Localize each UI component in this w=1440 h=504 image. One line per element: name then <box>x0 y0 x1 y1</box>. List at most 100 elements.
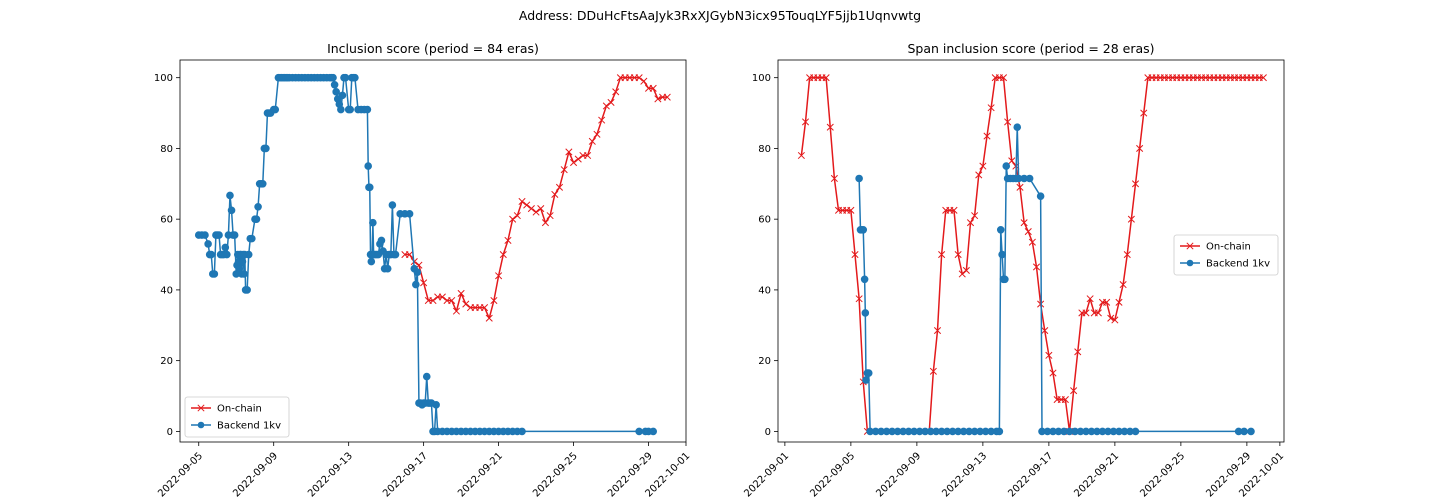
axes-frame <box>777 59 1285 443</box>
y-tick-label: 100 <box>154 73 173 84</box>
backend-point <box>859 225 868 234</box>
onchain-point <box>1086 295 1094 303</box>
backend-point <box>248 234 256 243</box>
onchain-point <box>663 93 671 101</box>
onchain-point <box>1103 298 1111 306</box>
backend-point <box>405 210 414 218</box>
inclusion-score-panel: Inclusion score (period = 84 eras) 0 20 40 6… <box>154 41 692 499</box>
onchain-point <box>999 74 1008 82</box>
onchain-point <box>593 130 601 138</box>
backend-point <box>413 268 422 277</box>
y-tick-label: 60 <box>160 215 173 226</box>
backend-point <box>367 257 376 266</box>
backend-point <box>254 202 262 211</box>
onchain-point <box>971 212 979 220</box>
onchain-point <box>975 171 983 179</box>
x-tick-label: 2022-09-25 <box>531 451 580 500</box>
x-tick-label: 2022-09-21 <box>1072 451 1121 500</box>
legend-box <box>184 396 290 438</box>
onchain-point <box>1045 351 1053 359</box>
y-tick-label: 60 <box>758 215 771 226</box>
onchain-point <box>560 166 568 174</box>
legend-marker-circle <box>197 421 205 429</box>
onchain-point <box>929 367 937 375</box>
onchain-point <box>1107 314 1115 322</box>
backend-point <box>363 105 372 114</box>
onchain-point <box>513 212 521 220</box>
legend-box <box>1173 234 1279 276</box>
backend-point <box>221 243 230 252</box>
backend-point <box>207 250 216 259</box>
backend-point <box>204 240 212 248</box>
onchain-point <box>532 208 540 216</box>
onchain-point <box>847 206 855 214</box>
onchain-point <box>950 206 958 214</box>
x-tick-label: 2022-09-05 <box>156 451 205 500</box>
backend-point <box>1036 192 1045 200</box>
onchain-point <box>1004 118 1012 126</box>
backend-point <box>391 250 400 259</box>
onchain-point <box>966 219 975 227</box>
onchain-point <box>830 174 838 183</box>
figure-suptitle: Address: DDuHcFtsAaJyk3RxXJGybN3icx95Tou… <box>519 8 921 23</box>
onchain-point <box>574 155 582 163</box>
onchain-point <box>1008 157 1016 165</box>
backend-point <box>210 270 219 278</box>
onchain-point <box>822 74 830 82</box>
y-tick-label: 0 <box>167 427 173 438</box>
backend-point <box>377 236 386 245</box>
x-tick-label: 2022-09-17 <box>381 451 430 500</box>
backend-point <box>855 174 863 183</box>
onchain-point <box>551 190 559 198</box>
onchain-point <box>801 118 810 126</box>
backend-point <box>1025 174 1034 183</box>
onchain-point <box>509 215 517 223</box>
onchain-point <box>420 279 428 287</box>
y-tick-label: 80 <box>758 144 771 155</box>
backend-point <box>226 191 234 200</box>
backend-point <box>649 427 658 436</box>
onchain-point <box>1136 144 1144 152</box>
onchain-point <box>1111 316 1119 324</box>
onchain-point <box>654 95 662 103</box>
onchain-point <box>541 219 549 227</box>
backend-point <box>998 250 1006 259</box>
backend-point <box>238 257 247 266</box>
onchain-point <box>485 314 493 322</box>
onchain-point <box>933 327 942 335</box>
onchain-point <box>983 132 991 140</box>
onchain-point <box>797 151 805 160</box>
onchain-point <box>546 212 554 220</box>
onchain-point <box>635 74 643 82</box>
onchain-point <box>480 304 489 312</box>
onchain-point <box>1127 215 1135 223</box>
onchain-point <box>1094 309 1102 317</box>
x-tick-label: 2022-09-09 <box>874 451 923 500</box>
onchain-point <box>598 116 606 124</box>
onchain-point <box>504 236 512 244</box>
onchain-point <box>457 289 465 297</box>
onchain-point <box>448 296 456 305</box>
onchain-point <box>987 104 995 112</box>
backend-point <box>995 427 1004 436</box>
backend-point <box>864 369 873 377</box>
backend-point <box>240 270 248 278</box>
backend-point <box>201 231 209 239</box>
onchain-point <box>438 293 446 301</box>
backend-point <box>271 105 280 114</box>
onchain-point <box>640 77 648 85</box>
x-tick-label: 2022-09-01 <box>742 451 791 500</box>
x-tick-label: 2022-09-25 <box>1138 451 1187 500</box>
backend-point <box>388 201 397 209</box>
y-tick-label: 40 <box>160 285 173 296</box>
onchain-point <box>555 183 564 191</box>
x-tick-label: 2022-09-13 <box>306 451 355 500</box>
backend-point <box>329 73 337 82</box>
onchain-point <box>1041 327 1049 335</box>
onchain-point <box>490 296 498 305</box>
backend-point <box>223 250 231 259</box>
backend-point <box>862 376 870 384</box>
y-tick-label: 100 <box>752 73 771 84</box>
backend-point <box>252 215 261 223</box>
